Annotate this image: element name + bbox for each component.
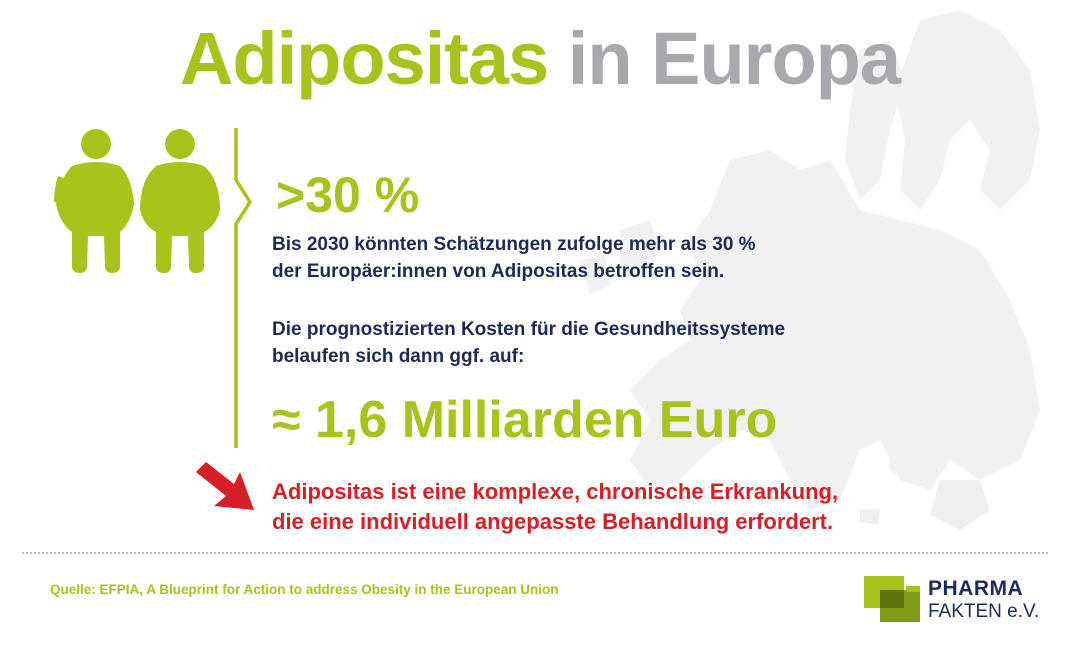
footer-divider <box>22 552 1048 554</box>
text-line: der Europäer:innen von Adipositas betrof… <box>272 261 725 282</box>
text-line: Adipositas ist eine komplexe, chronische… <box>272 479 839 504</box>
logo-text-line2: FAKTEN e.V. <box>928 601 1040 622</box>
logo-text-line1: PHARMA <box>928 577 1024 600</box>
callout-text: Adipositas ist eine komplexe, chronische… <box>272 477 1032 537</box>
arrow-down-right-icon <box>196 462 254 510</box>
title-rest: in Europa <box>567 17 901 100</box>
divider-chevron <box>234 128 253 448</box>
text-line: Bis 2030 könnten Schätzungen zufolge meh… <box>272 234 756 255</box>
text-line: die eine individuell angepasste Behandlu… <box>272 509 834 534</box>
pharma-fakten-logo: PHARMA FAKTEN e.V. <box>864 574 1064 630</box>
stat-paragraph-2: Die prognostizierten Kosten für die Gesu… <box>272 316 912 370</box>
page-title: Adipositas in Europa <box>0 22 1080 96</box>
europe-map-icon <box>580 10 1040 530</box>
two-people-icon <box>54 129 220 273</box>
text-line: belaufen sich dann ggf. auf: <box>272 346 525 367</box>
title-accent: Adipositas <box>179 17 549 100</box>
source-note: Quelle: EFPIA, A Blueprint for Action to… <box>50 582 559 597</box>
stat-cost: ≈ 1,6 Milliarden Euro <box>272 391 778 449</box>
stat-paragraph-1: Bis 2030 könnten Schätzungen zufolge meh… <box>272 231 912 285</box>
logo-mark-icon <box>864 576 920 622</box>
stat-percentage: >30 % <box>276 167 420 223</box>
text-line: Die prognostizierten Kosten für die Gesu… <box>272 319 786 340</box>
